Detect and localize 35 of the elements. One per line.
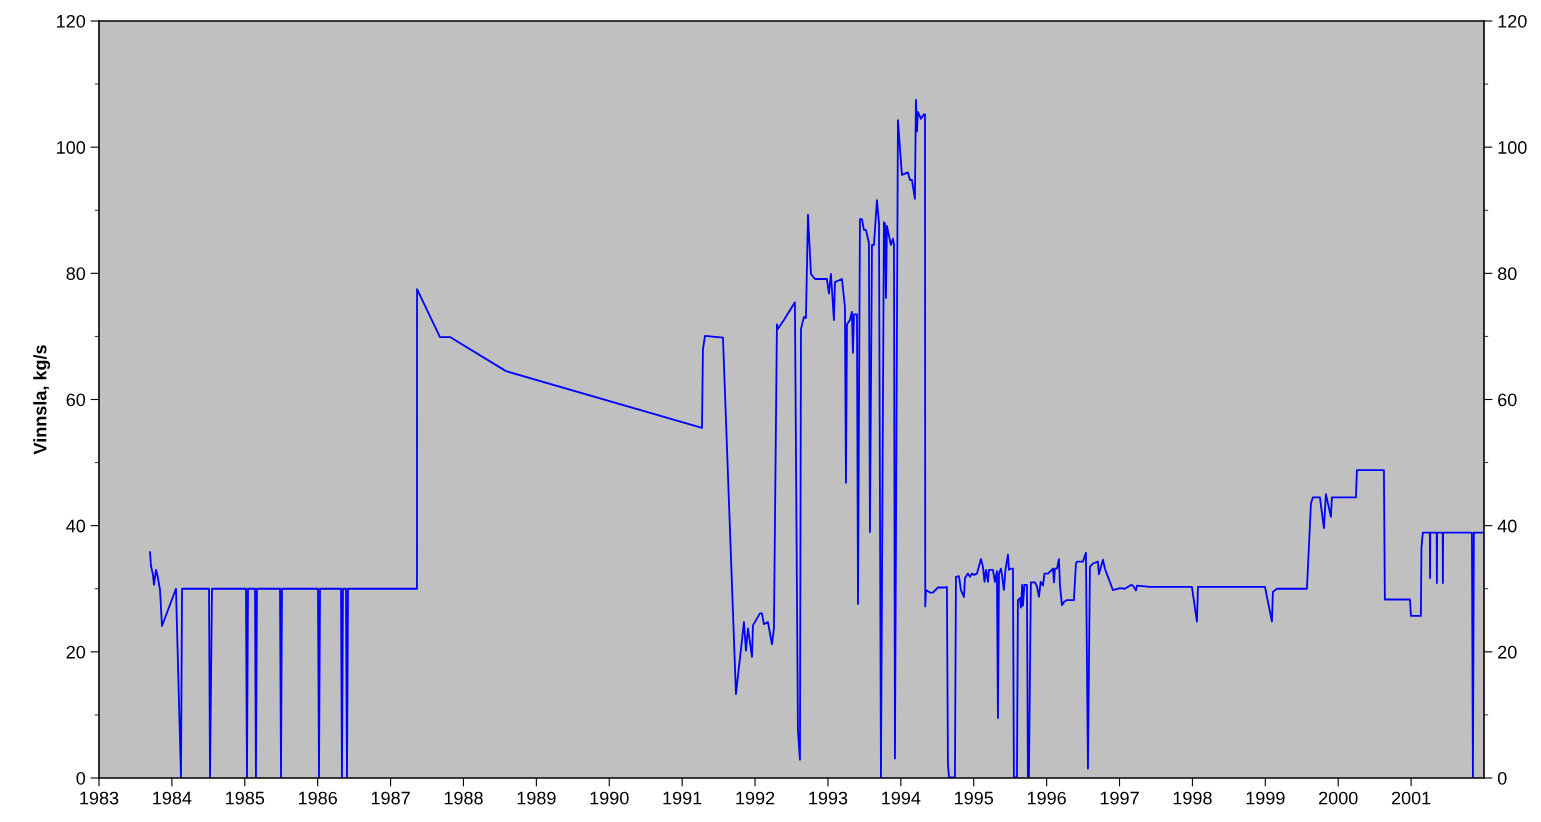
x-tick-label: 1993	[809, 791, 848, 805]
y-tick-label: 20	[66, 645, 86, 659]
y2-tick-label: 40	[1497, 519, 1517, 533]
x-tick-label: 1994	[882, 791, 921, 805]
line-series	[149, 98, 1484, 778]
x-tick-label: 1983	[80, 791, 119, 805]
x-tick-label: 2000	[1319, 791, 1358, 805]
x-tick-label: 1990	[590, 791, 629, 805]
y-tick-label: 100	[57, 141, 86, 154]
x-tick-label: 1991	[663, 791, 702, 805]
y2-tick-label: 100	[1498, 141, 1527, 154]
x-tick-label: 1998	[1173, 791, 1212, 805]
y-tick-label: 0	[76, 771, 86, 785]
x-tick-label: 1985	[226, 791, 265, 805]
y-tick-label: 80	[66, 267, 86, 281]
x-tick-label: 1997	[1100, 791, 1139, 805]
y-axis-title: Vinnsla, kg/s	[33, 345, 51, 455]
y-tick-label: 60	[66, 393, 86, 407]
x-tick-label: 1996	[1027, 791, 1066, 805]
x-tick-label: 1995	[955, 791, 994, 805]
y2-tick-label: 60	[1498, 393, 1517, 407]
y2-tick-label: 20	[1498, 645, 1517, 659]
x-tick-label: 1992	[736, 791, 775, 805]
y2-tick-label: 0	[1497, 771, 1507, 785]
y2-tick-label: 80	[1497, 267, 1517, 281]
x-tick-label: 1989	[517, 791, 556, 805]
x-tick-label: 1988	[444, 791, 483, 805]
y2-tick-label: 120	[1498, 14, 1527, 28]
x-tick-label: 2001	[1391, 791, 1431, 805]
x-tick-label: 1986	[298, 791, 337, 805]
y-tick-label: 120	[57, 14, 86, 28]
x-tick-label: 1984	[153, 791, 192, 805]
x-tick-label: 1987	[371, 791, 410, 805]
y-tick-label: 40	[66, 519, 86, 533]
x-tick-label: 1999	[1246, 791, 1285, 805]
